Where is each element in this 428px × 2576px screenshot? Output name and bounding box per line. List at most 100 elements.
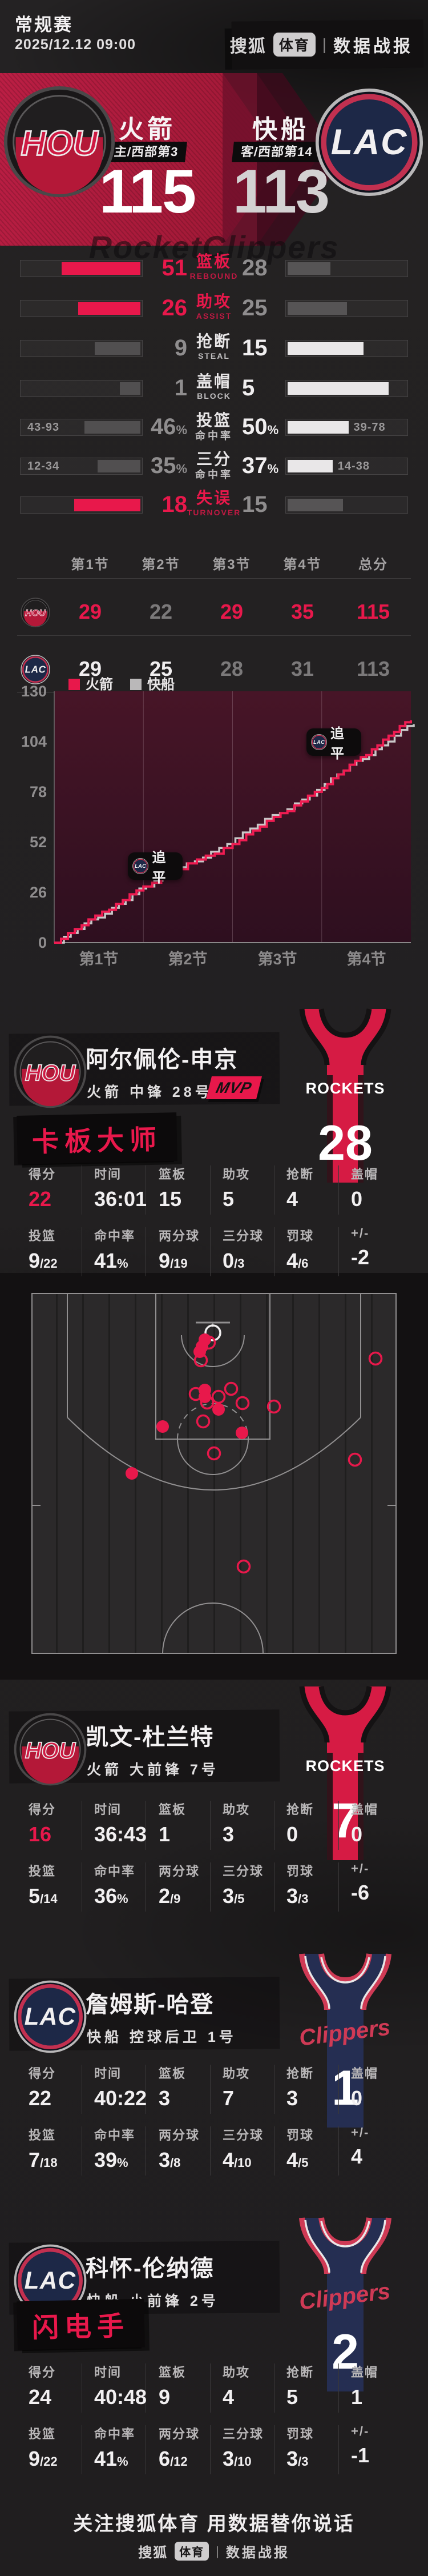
player-stat-label: +/- <box>351 2424 370 2438</box>
player-stat-cell: 投篮 9/22 <box>29 1226 92 1273</box>
svg-text:HOU: HOU <box>21 124 99 163</box>
stats-column-divider <box>338 2126 339 2176</box>
player-stat-label: 命中率 <box>94 1864 136 1878</box>
quarter-header: 第3节 <box>212 557 251 572</box>
player-stat-label: 抢断 <box>286 1802 314 1817</box>
svg-text:ROCKETS: ROCKETS <box>305 1080 385 1097</box>
home-stat-bar-fill <box>98 460 140 472</box>
player-stat-cell: 投篮 7/18 <box>29 2125 92 2172</box>
player-stat-cell: 时间 40:48 <box>94 2362 158 2409</box>
quarter-score-cell: 22 <box>149 600 173 623</box>
quarter-score-cell: 25 <box>149 657 173 680</box>
player-jersey-graphic: ROCKETS 28 <box>299 1008 391 1183</box>
player-stat-label: +/- <box>351 1861 370 1876</box>
team-stat-row: 26 助攻 ASSIST 25 <box>0 288 428 329</box>
quarter-score-cell: 31 <box>290 657 314 680</box>
player-meta: 火箭 中锋 28号 <box>87 1084 213 1100</box>
made-shot-dot <box>212 1403 225 1416</box>
score-trend-chart: 130 104 78 52 26 0 第1节 第2节 第3节 第4节 火箭 快船 LAC 追平 LA… <box>0 674 428 977</box>
player-stat-label: 命中率 <box>94 2128 136 2142</box>
player-stat-cell: 两分球 9/19 <box>159 1226 223 1273</box>
player-stats-grid: 得分 16 时间 36:43 篮板 1 助攻 3 抢断 0 盖帽 0 投篮 5/14 命中率 <box>23 1800 406 1932</box>
stat-label-sub: STEAL <box>198 351 230 360</box>
home-stat-detail: 12-34 <box>27 460 60 472</box>
player-stat-label: 篮板 <box>159 2365 187 2379</box>
made-shot-dot <box>193 1345 206 1358</box>
stats-column-divider <box>210 2126 211 2176</box>
player-stat-cell: 罚球 4/6 <box>286 1226 350 1273</box>
missed-shot-dot <box>368 1351 383 1366</box>
quarter-score-cell: 35 <box>290 600 314 623</box>
home-stat-value: 18 <box>161 492 188 517</box>
brand-report: 数据战报 <box>225 2545 290 2561</box>
player-stat-label: 助攻 <box>223 2365 251 2379</box>
y-tick-label: 130 <box>21 683 47 700</box>
player-stat-cell: 盖帽 0 <box>351 2064 415 2110</box>
player-stat-value: 3/3 <box>286 2447 309 2470</box>
matchup-watermark: RocketClippers <box>88 229 340 265</box>
home-stat-bar-fill <box>62 262 140 275</box>
stats-column-divider <box>338 1862 339 1912</box>
away-team-name: 快船 <box>252 115 309 143</box>
player-stat-value: 0 <box>351 2086 363 2110</box>
scoreboard: 火箭 主/西部第3 115 快船 客/西部第14 113 HOU LAC <box>0 73 428 246</box>
stats-column-divider <box>338 2065 339 2114</box>
stat-label-cn: 失误 <box>196 489 232 507</box>
away-stat-value: 5 <box>242 375 255 400</box>
player-stat-label: 助攻 <box>223 1167 251 1181</box>
x-tick-label: 第4节 <box>346 950 386 968</box>
home-stat-value: 9 <box>174 335 187 360</box>
player-name: 凯文-杜兰特 <box>86 1725 215 1750</box>
stat-label-sub: 命中率 <box>195 469 233 480</box>
player-stat-label: 三分球 <box>223 1229 264 1243</box>
player-stat-value: 36:43 <box>94 1822 147 1846</box>
player-stat-value: 39% <box>94 2148 128 2172</box>
player-stat-cell: 两分球 3/8 <box>159 2125 223 2172</box>
lac-logo-icon: LAC <box>14 1980 87 2053</box>
player-stat-label: 盖帽 <box>351 1802 379 1817</box>
quarter-score-cell: 29 <box>78 657 102 680</box>
player-stat-label: 篮板 <box>159 1802 187 1817</box>
stats-column-divider <box>210 1227 211 1276</box>
hou-logo-icon: HOU <box>3 86 115 198</box>
player-stat-value: 5 <box>223 1187 235 1211</box>
player-stat-label: 罚球 <box>286 1229 314 1243</box>
player-stat-value: 15 <box>159 1187 182 1211</box>
player-stat-value: 4/5 <box>286 2148 309 2172</box>
team-stat-row: 9 抢断 STEAL 15 <box>0 328 428 369</box>
home-stat-bar-fill <box>84 421 140 434</box>
away-stat-bar-fill <box>288 342 364 355</box>
svg-text:ROCKETS: ROCKETS <box>305 1757 385 1774</box>
stat-label: 投篮 命中率 <box>171 412 257 442</box>
trend-chart-svg: 130 104 78 52 26 0 第1节 第2节 第3节 第4节 火箭 快船 <box>21 676 415 968</box>
player-stat-cell: 篮板 3 <box>159 2064 223 2110</box>
table-divider <box>17 635 411 636</box>
x-tick-label: 第1节 <box>79 950 118 968</box>
stats-column-divider <box>210 2425 211 2474</box>
player-stat-value: -2 <box>351 1245 370 1269</box>
player-stat-label: 两分球 <box>159 1864 200 1878</box>
table-divider <box>17 578 411 579</box>
player-stat-cell: 命中率 36% <box>94 1861 158 1908</box>
sohu-sports-brand: 搜狐 体育 | 数据战报 <box>230 32 413 57</box>
player-stat-value: 41% <box>94 2447 128 2470</box>
player-stat-value: 22 <box>29 2086 52 2110</box>
player-stat-cell: 盖帽 0 <box>351 1164 415 1211</box>
player-stats-grid: 得分 22 时间 36:01 篮板 15 助攻 5 抢断 4 盖帽 0 投篮 9/22 命中 <box>23 1164 406 1297</box>
player-stat-cell: 助攻 3 <box>223 1800 286 1846</box>
player-stat-value: 3/8 <box>159 2148 181 2172</box>
player-stat-value: 0 <box>351 1187 363 1211</box>
player-stat-value: 4 <box>286 1187 298 1211</box>
made-shot-dot <box>199 1391 211 1403</box>
player-name: 詹姆斯-哈登 <box>86 1992 215 2017</box>
svg-text:LAC: LAC <box>25 664 46 675</box>
player-stat-value: 4 <box>351 2145 363 2168</box>
stats-column-divider <box>210 1165 211 1215</box>
y-tick-label: 26 <box>30 884 47 901</box>
made-shot-dot <box>236 1427 248 1439</box>
home-stat-value: 35% <box>150 453 187 478</box>
player-stat-cell: 三分球 3/5 <box>223 1861 286 1908</box>
player-stat-value: 24 <box>29 2385 52 2409</box>
player-stat-value: 9/22 <box>29 2447 58 2470</box>
lac-logo-icon: LAC <box>21 655 50 684</box>
